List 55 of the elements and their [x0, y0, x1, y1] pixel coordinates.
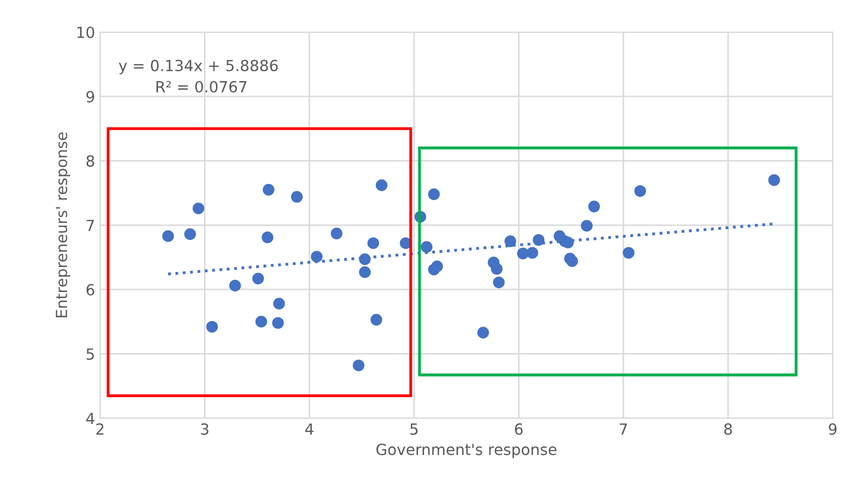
- point: [477, 326, 489, 338]
- point: [420, 241, 432, 253]
- point: [262, 184, 274, 196]
- y-tick-label: 10: [77, 26, 94, 38]
- point: [504, 235, 516, 248]
- point: [622, 246, 634, 259]
- point: [352, 360, 364, 372]
- point: [517, 248, 529, 260]
- point: [532, 234, 544, 246]
- x-tick-label: 3: [201, 423, 208, 435]
- y-tick-label: 9: [86, 90, 94, 102]
- y-tick-label: 5: [86, 348, 94, 360]
- point: [206, 320, 218, 333]
- y-axis-title: Entrepreneurs' response: [56, 132, 70, 318]
- x-tick-label: 8: [724, 423, 732, 435]
- point: [493, 276, 505, 288]
- y-tick-label: 6: [86, 284, 94, 296]
- point: [192, 202, 204, 214]
- point: [490, 263, 503, 275]
- x-axis-title: Government's response: [376, 444, 556, 458]
- point: [376, 179, 388, 192]
- x-tick-label: 2: [96, 423, 104, 435]
- point: [184, 228, 196, 240]
- point: [526, 246, 538, 259]
- point: [252, 272, 264, 284]
- point: [580, 220, 593, 232]
- y-tick-label: 7: [86, 220, 94, 231]
- point: [272, 317, 284, 329]
- x-tick-label: 4: [305, 423, 314, 435]
- x-tick-label: 7: [620, 423, 627, 435]
- point: [367, 237, 380, 250]
- point: [310, 250, 323, 263]
- point: [428, 188, 440, 200]
- point: [255, 316, 268, 328]
- x-tick-label: 5: [410, 423, 418, 435]
- x-tick-label: 9: [828, 423, 837, 435]
- y-tick-label: 8: [86, 155, 94, 167]
- annotation: R² = 0.0767: [156, 80, 246, 93]
- point: [273, 298, 285, 310]
- point: [359, 266, 371, 278]
- point: [262, 232, 274, 244]
- point: [370, 314, 382, 326]
- point: [330, 228, 342, 240]
- point: [634, 185, 646, 197]
- point: [290, 190, 303, 203]
- point: [162, 230, 174, 242]
- y-tick-label: 4: [86, 412, 94, 424]
- annotation: y = 0.134x + 5.8886: [118, 60, 278, 74]
- point: [566, 255, 578, 268]
- point: [359, 253, 371, 266]
- point: [431, 260, 443, 272]
- point: [229, 280, 241, 292]
- point: [768, 174, 780, 186]
- x-tick-label: 6: [514, 423, 523, 435]
- point: [588, 200, 600, 212]
